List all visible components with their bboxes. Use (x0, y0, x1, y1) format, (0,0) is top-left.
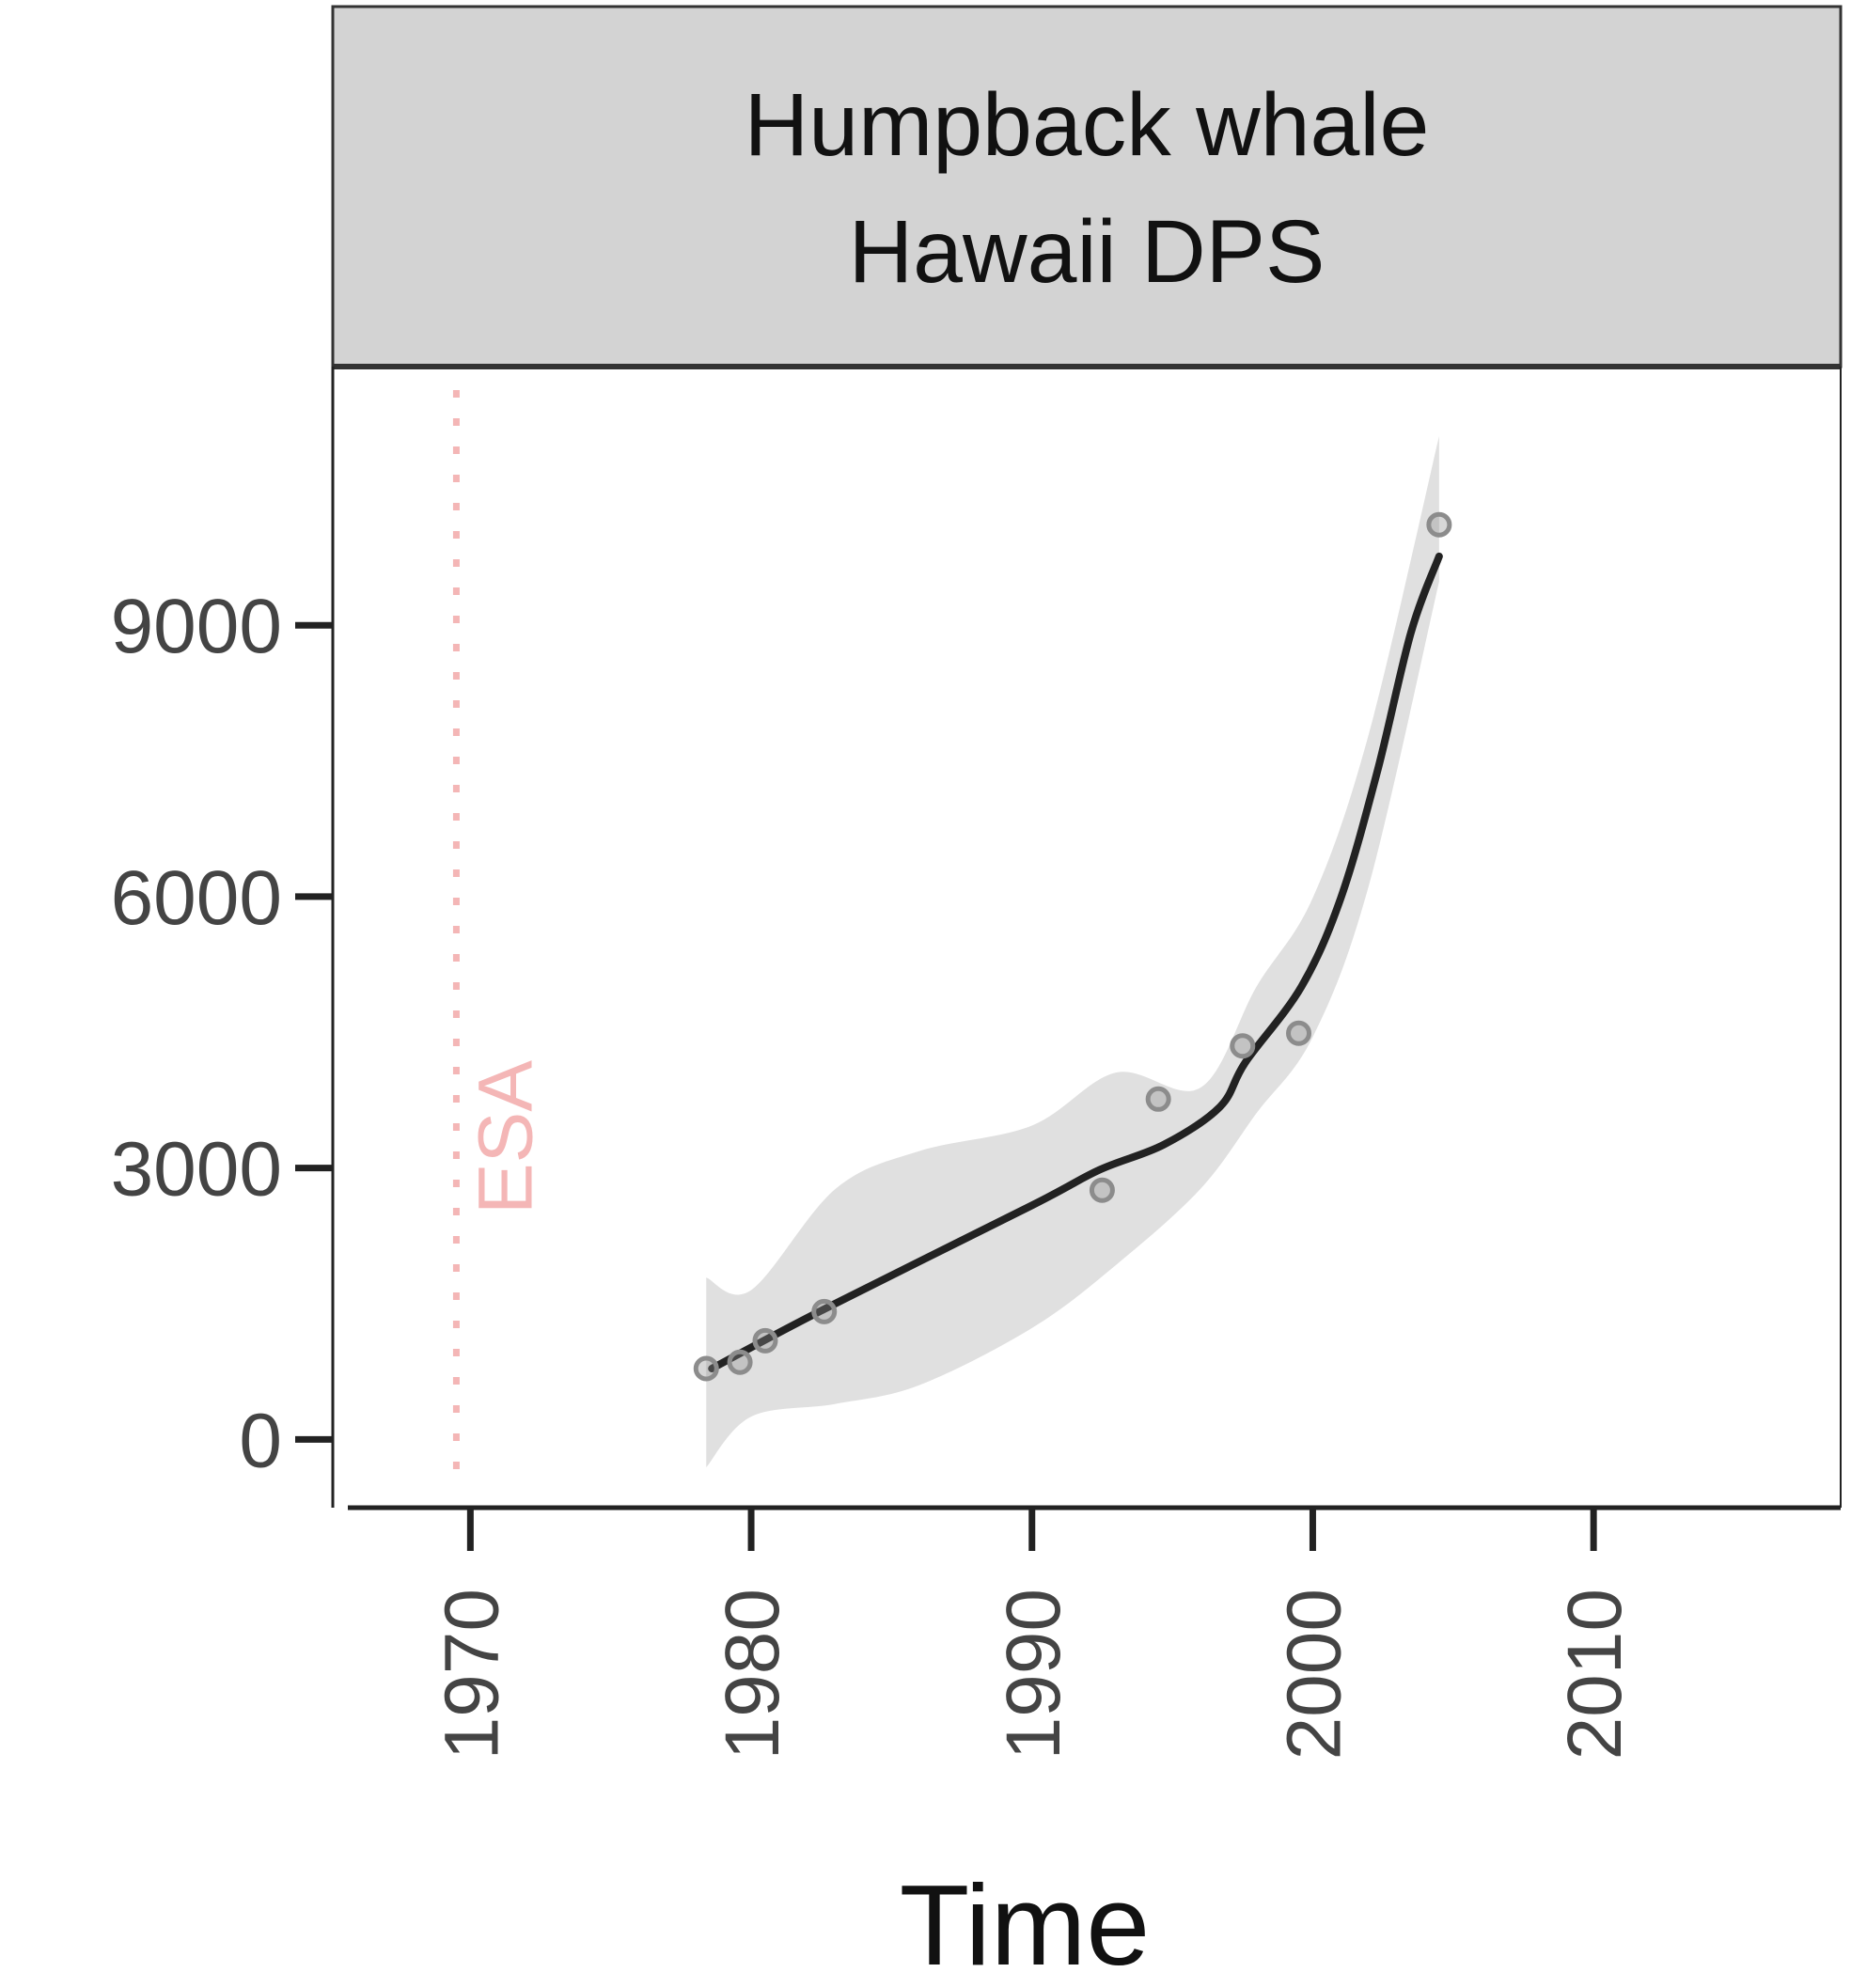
strip-title: Hawaii DPS (849, 202, 1326, 302)
data-point (1089, 1177, 1115, 1203)
data-point (1230, 1033, 1256, 1059)
data-point (727, 1349, 753, 1375)
data-point (1145, 1086, 1171, 1112)
data-point (1426, 511, 1452, 538)
x-tick-label: 1970 (429, 1589, 514, 1760)
reference-label: ESA (463, 1060, 548, 1214)
confidence-band (706, 436, 1439, 1467)
x-axis-title: Time (900, 1861, 1151, 1988)
strip (331, 5, 1843, 368)
data-point (1286, 1020, 1312, 1046)
y-tick-label: 9000 (111, 584, 282, 669)
strip-title: Humpback whale (745, 75, 1430, 175)
fit-line (708, 552, 1443, 1372)
data-point (811, 1298, 838, 1324)
x-tick-label: 2010 (1552, 1589, 1638, 1760)
x-tick-label: 1980 (710, 1589, 795, 1760)
y-tick-label: 3000 (111, 1127, 282, 1213)
data-point (752, 1327, 778, 1354)
y-tick-label: 0 (239, 1398, 282, 1483)
x-tick-label: 2000 (1271, 1589, 1357, 1760)
data-point (693, 1355, 719, 1382)
x-tick-label: 1990 (991, 1589, 1076, 1760)
y-tick-label: 6000 (111, 855, 282, 941)
